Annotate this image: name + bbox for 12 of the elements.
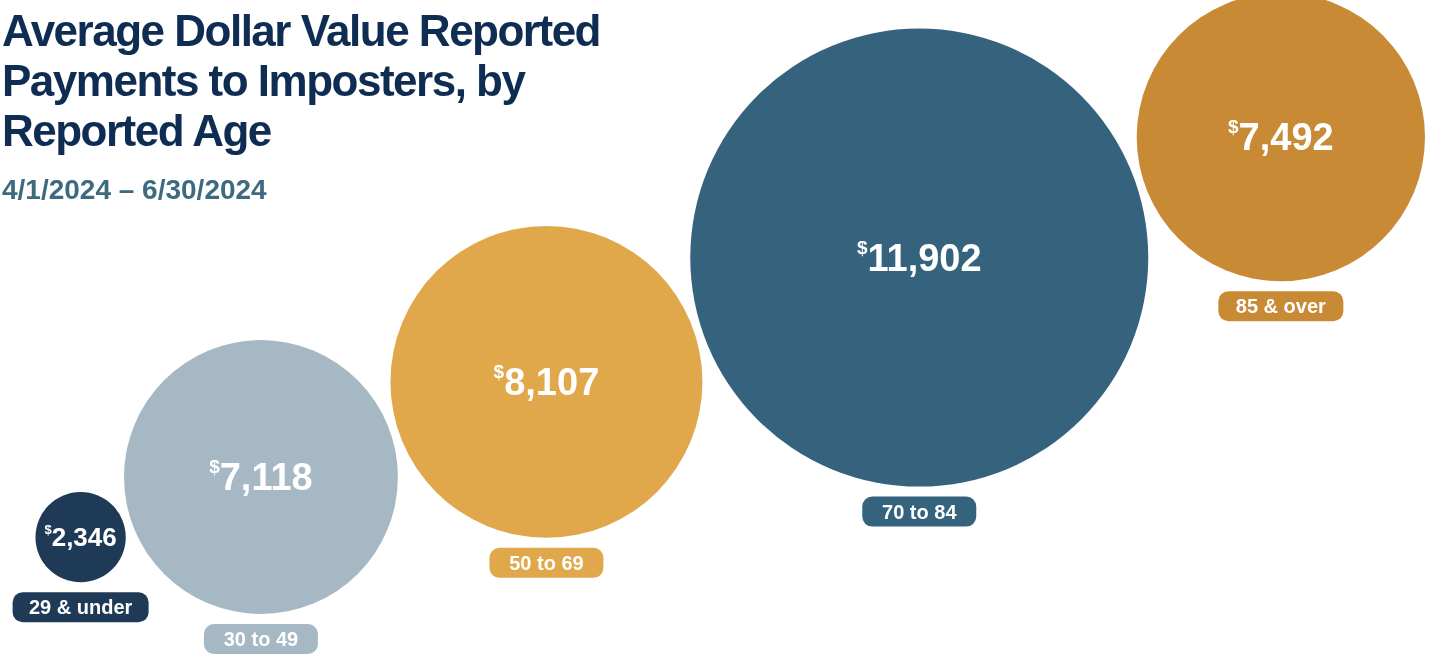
text: 4/1/2024 – 6/30/2024 (2, 174, 268, 206)
data-label: $^{$}$2,346 (44, 522, 117, 553)
data-label: $^{$}$7,118 (209, 456, 313, 499)
category-label: 30 to 49 (223, 628, 299, 650)
text: Average Dollar Value Reported Payments to Imposters, by Reported Age (2, 6, 601, 156)
category-label: 70 to 84 (882, 500, 958, 523)
category-label: 50 to 69 (509, 551, 584, 574)
category-label: 85 & over (1235, 295, 1327, 318)
data-label: $^{$}$11,902 (856, 236, 982, 279)
data-label: $^{$}$7,492 (1228, 116, 1334, 159)
category-label: 29 & under (28, 596, 133, 619)
data-label: $^{$}$8,107 (493, 360, 600, 403)
